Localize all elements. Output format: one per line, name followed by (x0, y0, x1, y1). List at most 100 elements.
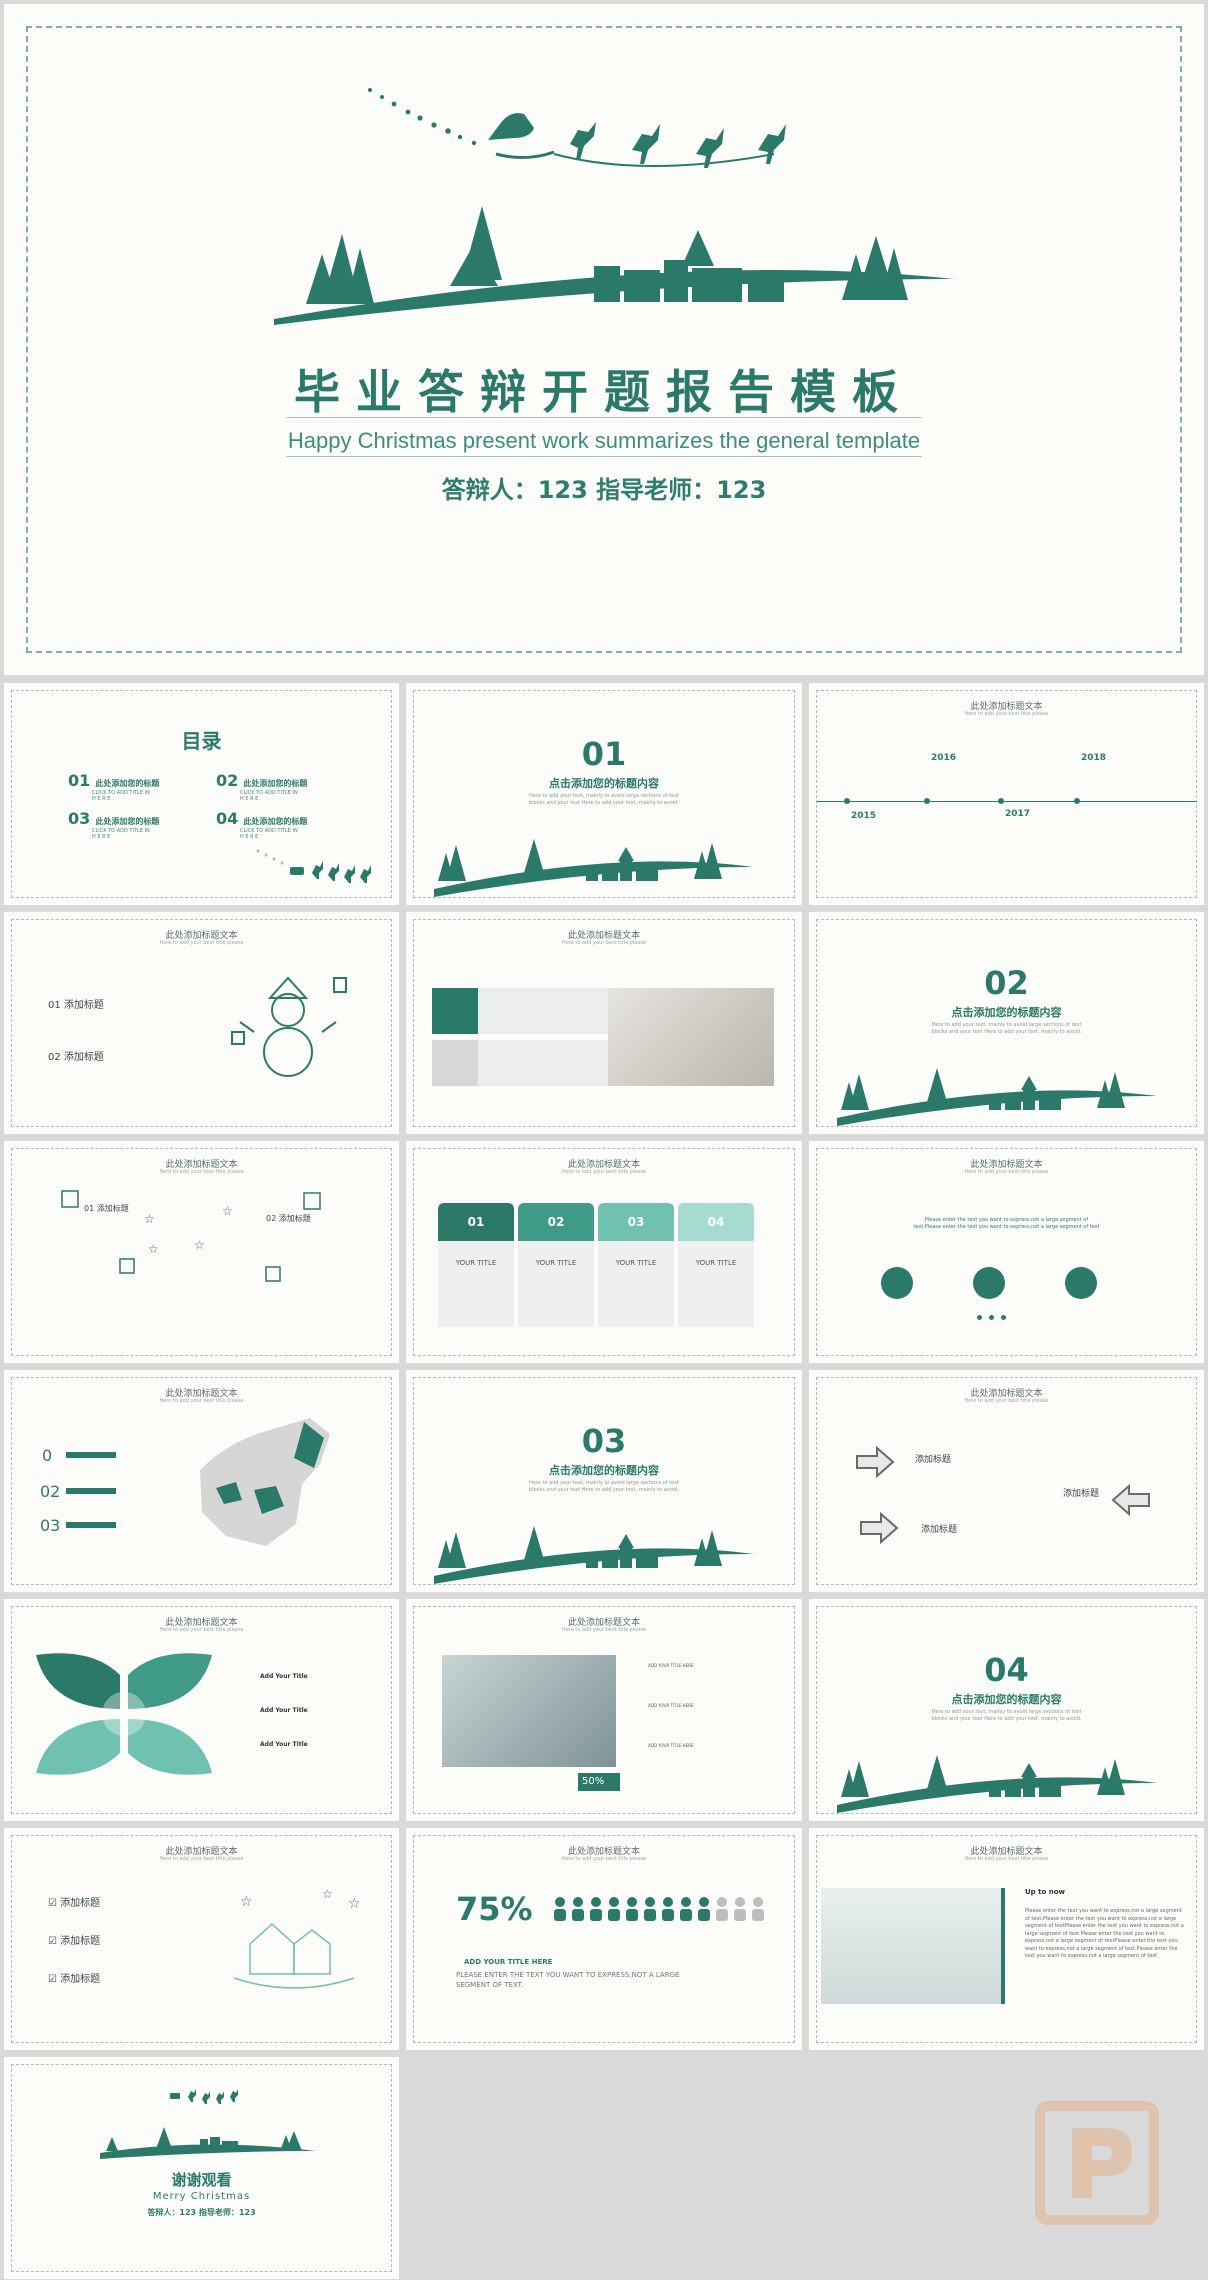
slide-timeline[interactable]: 此处添加标题文本 Here to add your best title ple… (809, 683, 1204, 905)
slide-snowman[interactable]: 此处添加标题文本 Here to add your best title ple… (4, 912, 399, 1134)
timeline-dot (844, 798, 850, 804)
toc-sub: CLICK TO ADD TITLE IN (92, 790, 150, 796)
slide-header: 此处添加标题文本 (165, 1389, 238, 1399)
section-number: 04 (984, 1651, 1029, 1689)
item-title: 01 添加标题 (84, 1204, 129, 1213)
slide-three-icons[interactable]: 此处添加标题文本 Here to add your best title ple… (809, 1141, 1204, 1363)
list-item-title: Add Your Title (260, 1741, 308, 1748)
card-number: 03 (627, 1215, 645, 1229)
slide-section-02[interactable]: 02 点击添加您的标题内容 Here to add your text, mai… (809, 912, 1204, 1134)
snow-house-icon: ☆ ☆ ☆ (233, 1887, 361, 1989)
stat-title: ADD YOUR TITLE HERE (464, 1958, 553, 1966)
list-item-title: Add Your Title (260, 1707, 308, 1714)
timeline-dot (924, 798, 930, 804)
slide-frame (413, 1377, 795, 1585)
svg-text:☆: ☆ (194, 1238, 205, 1252)
section-body: Here to add your text, mainly to avoid l… (931, 1022, 1082, 1035)
card-01[interactable]: 01 YOUR TITLE (438, 1203, 514, 1327)
icon-circle (973, 1267, 1005, 1299)
section-number: 03 (581, 1422, 627, 1460)
slide-header: 此处添加标题文本 (970, 1389, 1043, 1399)
arrow-icons (856, 1445, 1150, 1545)
slide-toc[interactable]: 目录 01 此处添加您的标题 CLICK TO ADD TITLE IN H E… (4, 683, 399, 905)
cover-presenter-info: 答辩人：123 指导老师：123 (441, 476, 767, 504)
slide-frame (816, 1835, 1197, 2043)
slide-photo-text[interactable]: 此处添加标题文本 Here to add your best title ple… (406, 912, 802, 1134)
china-map (200, 1418, 330, 1546)
christmas-village-illustration (274, 88, 954, 325)
slide-header: 此处添加标题文本 (567, 1160, 640, 1170)
slide-petals[interactable]: 此处添加标题文本 Here to add your best title ple… (4, 1599, 399, 1821)
text-body: Please enter the text you want to expres… (1025, 1908, 1184, 1959)
toc-num: 01 (68, 771, 91, 790)
cover-title-bottom-line (286, 456, 922, 457)
slide-frame (11, 1148, 392, 1356)
card-title: YOUR TITLE (535, 1259, 577, 1267)
section-body: Here to add your text, mainly to avoid l… (931, 1709, 1082, 1722)
item-title: 02 添加标题 (48, 1052, 104, 1063)
village-silhouette (434, 839, 754, 897)
cover-slide[interactable]: 毕业答辩开题报告模板 Happy Christmas present work … (4, 4, 1204, 675)
item-title: 添加标题 (1063, 1489, 1100, 1499)
svg-text:☆: ☆ (322, 1887, 333, 1901)
feature-text-block (478, 1040, 608, 1086)
slide-icons[interactable]: 此处添加标题文本 Here to add your best title ple… (4, 1141, 399, 1363)
christmas-village-illustration (100, 2089, 316, 2159)
slide-section-04[interactable]: 04 点击添加您的标题内容 Here to add your text, mai… (809, 1599, 1204, 1821)
slide-frame (816, 690, 1197, 898)
feature-tile-light (432, 1040, 478, 1086)
village-silhouette (837, 1068, 1157, 1126)
card-04[interactable]: 04 YOUR TITLE (678, 1203, 754, 1327)
section-title: 点击添加您的标题内容 (951, 1693, 1062, 1706)
toc-item-02[interactable]: 02 此处添加您的标题 CLICK TO ADD TITLE IN H E R … (216, 771, 307, 802)
list-item-title: ADD YOUR TITLE HERE (648, 1743, 694, 1748)
card-03[interactable]: 03 YOUR TITLE (598, 1203, 674, 1327)
section-body: Here to add your text, mainly to avoid l… (529, 1480, 679, 1493)
slide-photo-percent[interactable]: 此处添加标题文本 Here to add your best title ple… (406, 1599, 802, 1821)
section-title: 点击添加您的标题内容 (549, 1464, 659, 1477)
slide-header: 此处添加标题文本 (165, 1847, 238, 1857)
slide-frame (413, 919, 795, 1127)
slide-section-03[interactable]: 03 点击添加您的标题内容 Here to add your text, mai… (406, 1370, 802, 1592)
timeline-year-2015: 2015 (851, 811, 877, 821)
slide-map[interactable]: 此处添加标题文本 Here to add your best title ple… (4, 1370, 399, 1592)
slide-header: 此处添加标题文本 (567, 1847, 640, 1857)
slide-header-sub: Here to add your best title please (561, 1856, 647, 1862)
list-item-title: ADD YOUR TITLE HERE (648, 1703, 694, 1708)
snowman-icon (231, 976, 347, 1077)
toc-num: 02 (216, 771, 239, 790)
stat-percent: 75% (456, 1890, 533, 1928)
checklist-item: ☑ 添加标题 (48, 1898, 101, 1909)
slide-header: 此处添加标题文本 (165, 931, 238, 941)
toc-label: 此处添加您的标题 (243, 817, 308, 826)
slide-section-01[interactable]: 01 点击添加您的标题内容 Here to add your text, mai… (406, 683, 802, 905)
slide-arrows[interactable]: 此处添加标题文本 Here to add your best title ple… (809, 1370, 1204, 1592)
slide-stat[interactable]: 此处添加标题文本 Here to add your best title ple… (406, 1828, 802, 2050)
card-number: 02 (547, 1215, 565, 1229)
people-icons (554, 1897, 764, 1921)
slide-up-to-now[interactable]: 此处添加标题文本 Here to add your best title ple… (809, 1828, 1204, 2050)
reindeer-sled-icon (256, 849, 371, 883)
feature-tile-dark (432, 988, 478, 1034)
pager-dot (989, 1315, 994, 1320)
card-title: YOUR TITLE (695, 1259, 737, 1267)
list-item-title: ADD YOUR TITLE HERE (648, 1663, 694, 1668)
map-tag (66, 1522, 116, 1528)
card-02[interactable]: 02 YOUR TITLE (518, 1203, 594, 1327)
slide-checklist[interactable]: 此处添加标题文本 Here to add your best title ple… (4, 1828, 399, 2050)
toc-item-01[interactable]: 01 此处添加您的标题 CLICK TO ADD TITLE IN H E R … (68, 771, 159, 802)
toc-item-04[interactable]: 04 此处添加您的标题 CLICK TO ADD TITLE IN H E R … (216, 809, 307, 840)
list-item-title: Add Your Title (260, 1673, 308, 1680)
svg-text:☆: ☆ (144, 1212, 155, 1226)
section-number: 02 (984, 964, 1029, 1002)
map-num: 03 (40, 1516, 61, 1535)
slide-frame (816, 1377, 1197, 1585)
percent-badge (578, 1773, 620, 1791)
svg-text:☆: ☆ (348, 1896, 361, 1912)
slide-cards[interactable]: 此处添加标题文本 Here to add your best title ple… (406, 1141, 802, 1363)
timeline-year-2016: 2016 (931, 753, 957, 763)
toc-sub: CLICK TO ADD TITLE IN (240, 790, 298, 796)
toc-label: 此处添加您的标题 (95, 817, 160, 826)
toc-item-03[interactable]: 03 此处添加您的标题 CLICK TO ADD TITLE IN H E R … (68, 809, 159, 840)
slide-ending[interactable]: 谢谢观看 Merry Christmas 答辩人：123 指导老师：123 (4, 2057, 399, 2279)
